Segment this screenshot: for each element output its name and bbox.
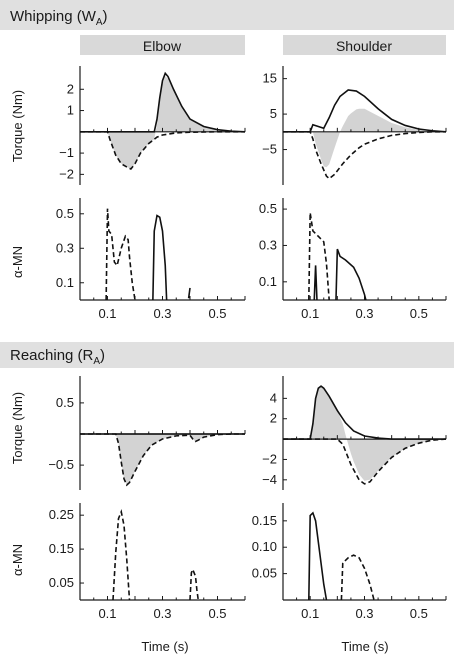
chart-panels: 2 1 −1 −2 15 5 −5 0.5 0.3 0.1 0.5 0.3 0.1 0.5 −0.5 4 2 −2… — [48, 66, 447, 621]
x-tick-label: 0.5 — [208, 306, 226, 321]
section-banner-whipping — [0, 0, 454, 30]
series-line-dashed-1 — [80, 131, 245, 171]
series-line-dashed-1 — [283, 438, 447, 485]
series-line-dashed-1 — [80, 433, 245, 487]
y-tick-label: −4 — [262, 472, 277, 487]
series-line-dashed-0 — [112, 509, 131, 601]
x-tick-label: 0.5 — [410, 606, 428, 621]
series-line-solid-1 — [152, 214, 168, 301]
y-tick-label: 0.25 — [49, 507, 74, 522]
section-banner-reaching — [0, 342, 454, 368]
series-line-dashed-0 — [308, 212, 330, 301]
y-tick-label: 0.15 — [49, 541, 74, 556]
x-tick-label: 0.1 — [98, 606, 116, 621]
y-tick-label: 0.5 — [259, 201, 277, 216]
y-tick-label: 0.1 — [259, 274, 277, 289]
ylabel-mn-whipping: α-MN — [10, 246, 25, 278]
series-line-solid-0 — [283, 89, 447, 133]
series-line-dashed-1 — [340, 554, 375, 601]
y-tick-label: −0.5 — [48, 457, 74, 472]
x-tick-label: 0.5 — [208, 606, 226, 621]
y-tick-label: 0.05 — [252, 566, 277, 581]
panel-reach-shoulder-torque: 4 2 −2 −4 — [262, 376, 447, 490]
y-tick-label: 0.3 — [259, 237, 277, 252]
y-tick-label: 1 — [67, 103, 74, 118]
xlabel-elbow: Time (s) — [141, 639, 188, 654]
x-tick-label: 0.3 — [153, 606, 171, 621]
series-line-solid-2 — [335, 248, 367, 301]
panel-reach-elbow-torque: 0.5 −0.5 — [48, 376, 246, 490]
y-tick-label: −5 — [262, 142, 277, 157]
series-line-dashed-1 — [189, 567, 200, 601]
y-tick-label: 4 — [270, 390, 277, 405]
x-tick-label: 0.1 — [301, 606, 319, 621]
x-tick-label: 0.1 — [301, 306, 319, 321]
y-tick-label: 0.3 — [56, 240, 74, 255]
y-tick-label: 0.5 — [56, 395, 74, 410]
xlabel-shoulder: Time (s) — [341, 639, 388, 654]
series-line-solid-0 — [283, 385, 446, 440]
y-tick-label: −2 — [262, 451, 277, 466]
y-tick-label: 2 — [67, 81, 74, 96]
y-tick-label: 0.1 — [56, 275, 74, 290]
panel-reach-elbow-mn: 0.25 0.15 0.05 0.1 0.3 0.5 — [49, 503, 246, 621]
y-tick-label: −1 — [59, 145, 74, 160]
ylabel-torque-reaching: Torque (Nm) — [10, 392, 25, 464]
net-torque-area — [283, 386, 446, 481]
x-tick-label: 0.5 — [410, 306, 428, 321]
series-line-solid-1 — [313, 265, 318, 301]
column-header-shoulder-box — [283, 35, 446, 55]
ylabel-torque-whipping: Torque (Nm) — [10, 90, 25, 162]
series-line-solid-2 — [187, 287, 191, 299]
series-line-solid-0 — [308, 511, 328, 601]
y-tick-label: −2 — [59, 166, 74, 181]
net-torque-area — [283, 108, 446, 168]
column-header-elbow: Elbow — [143, 38, 182, 54]
section-title-whipping: Whipping (WA) — [10, 8, 108, 28]
x-tick-label: 0.3 — [355, 306, 373, 321]
panel-reach-shoulder-mn: 0.15 0.10 0.05 0.1 0.3 0.5 — [252, 503, 447, 621]
y-tick-label: 0.10 — [252, 539, 277, 554]
series-line-dashed-0 — [105, 208, 136, 301]
series-line-solid-0 — [80, 71, 246, 133]
panel-whip-shoulder-torque: 15 5 −5 — [262, 66, 447, 185]
column-header-shoulder: Shoulder — [336, 38, 392, 54]
y-tick-label: 0.5 — [56, 206, 74, 221]
panel-whip-elbow-torque: 2 1 −1 −2 — [59, 66, 246, 185]
x-tick-label: 0.3 — [153, 306, 171, 321]
net-torque-area — [80, 76, 245, 170]
y-tick-label: 0.15 — [252, 513, 277, 528]
y-tick-label: 0.05 — [49, 575, 74, 590]
x-tick-label: 0.1 — [98, 306, 116, 321]
net-torque-area — [80, 434, 245, 486]
series-line-dashed-1 — [283, 131, 446, 180]
panel-whip-shoulder-mn: 0.5 0.3 0.1 — [259, 198, 447, 301]
column-header-elbow-box — [80, 35, 245, 55]
panel-whip-elbow-mn: 0.5 0.3 0.1 — [56, 198, 246, 301]
x-tick-label: 0.3 — [355, 606, 373, 621]
y-tick-label: 15 — [263, 71, 277, 86]
y-tick-label: 2 — [270, 411, 277, 426]
y-tick-label: 5 — [270, 106, 277, 121]
ylabel-mn-reaching: α-MN — [10, 544, 25, 576]
section-title-reaching: Reaching (RA) — [10, 347, 105, 367]
